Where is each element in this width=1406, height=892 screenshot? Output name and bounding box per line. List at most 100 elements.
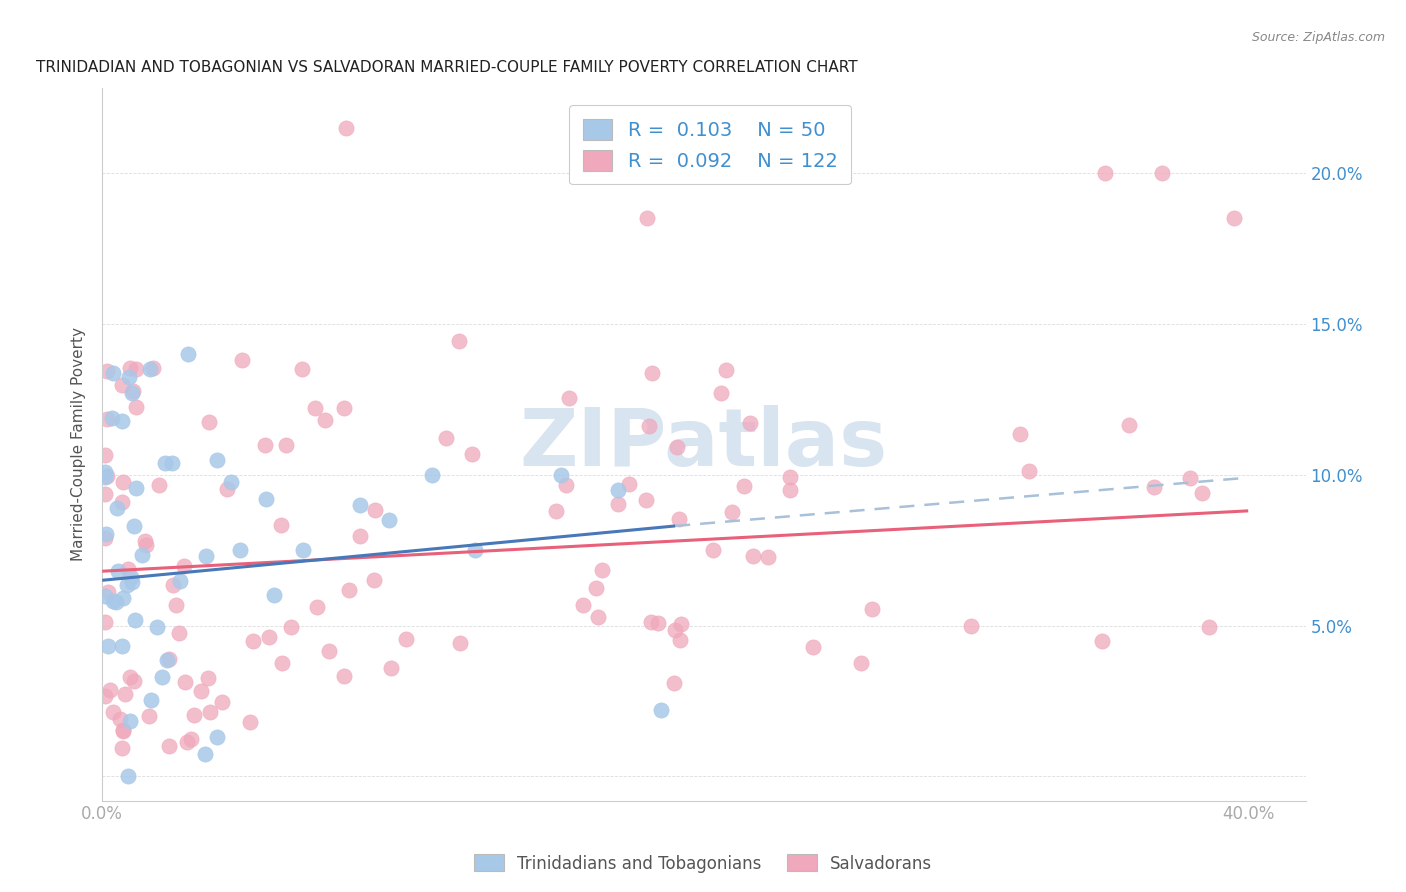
Legend: Trinidadians and Tobagonians, Salvadorans: Trinidadians and Tobagonians, Salvadoran…	[467, 847, 939, 880]
Point	[111, 723, 134, 738]
Point	[94, 448, 117, 462]
Point	[636, 211, 658, 225]
Point	[104, 595, 127, 609]
Point	[314, 412, 336, 426]
Point	[572, 598, 595, 612]
Point	[138, 361, 160, 376]
Point	[585, 581, 607, 595]
Point	[97, 639, 120, 653]
Point	[159, 739, 181, 753]
Point	[138, 709, 160, 723]
Point	[1091, 634, 1114, 648]
Point	[125, 362, 148, 376]
Point	[125, 481, 148, 495]
Point	[242, 633, 264, 648]
Point	[349, 498, 371, 512]
Point	[111, 414, 134, 428]
Point	[420, 467, 443, 482]
Point	[779, 470, 801, 484]
Point	[180, 732, 202, 747]
Point	[263, 588, 285, 602]
Point	[606, 497, 628, 511]
Point	[94, 486, 117, 500]
Point	[107, 564, 129, 578]
Point	[120, 714, 142, 728]
Legend: R =  0.103    N = 50, R =  0.092    N = 122: R = 0.103 N = 50, R = 0.092 N = 122	[569, 105, 851, 185]
Point	[120, 361, 142, 376]
Point	[1178, 471, 1201, 485]
Point	[94, 689, 117, 703]
Point	[720, 505, 742, 519]
Point	[198, 706, 221, 720]
Point	[121, 386, 143, 401]
Point	[447, 334, 470, 348]
Point	[544, 504, 567, 518]
Point	[98, 683, 121, 698]
Point	[650, 703, 672, 717]
Point	[434, 431, 457, 445]
Point	[738, 416, 761, 430]
Point	[664, 623, 686, 637]
Point	[1010, 427, 1032, 442]
Point	[169, 574, 191, 588]
Point	[97, 584, 120, 599]
Point	[231, 353, 253, 368]
Point	[176, 735, 198, 749]
Point	[259, 630, 281, 644]
Point	[304, 401, 326, 415]
Point	[94, 615, 117, 630]
Point	[94, 466, 117, 480]
Point	[146, 620, 169, 634]
Point	[94, 531, 117, 545]
Point	[124, 613, 146, 627]
Point	[1198, 620, 1220, 634]
Point	[617, 477, 640, 491]
Point	[115, 578, 138, 592]
Point	[640, 615, 662, 630]
Point	[139, 693, 162, 707]
Point	[153, 456, 176, 470]
Point	[668, 512, 690, 526]
Point	[190, 684, 212, 698]
Point	[162, 578, 184, 592]
Point	[461, 447, 484, 461]
Point	[156, 653, 179, 667]
Point	[229, 543, 252, 558]
Point	[349, 529, 371, 543]
Point	[174, 674, 197, 689]
Point	[714, 363, 737, 377]
Point	[666, 440, 689, 454]
Point	[177, 347, 200, 361]
Point	[669, 632, 692, 647]
Point	[197, 671, 219, 685]
Point	[449, 636, 471, 650]
Point	[94, 469, 117, 483]
Point	[148, 478, 170, 492]
Point	[253, 438, 276, 452]
Point	[96, 364, 118, 378]
Point	[733, 478, 755, 492]
Point	[254, 491, 277, 506]
Point	[215, 482, 238, 496]
Point	[280, 620, 302, 634]
Point	[219, 475, 242, 490]
Point	[849, 657, 872, 671]
Point	[333, 401, 356, 415]
Point	[122, 673, 145, 688]
Point	[380, 660, 402, 674]
Point	[1118, 418, 1140, 433]
Point	[108, 712, 131, 726]
Point	[111, 494, 134, 508]
Point	[363, 573, 385, 587]
Point	[112, 724, 135, 739]
Point	[555, 478, 578, 492]
Point	[167, 625, 190, 640]
Point	[638, 419, 661, 434]
Point	[641, 367, 664, 381]
Point	[124, 400, 146, 414]
Point	[142, 360, 165, 375]
Point	[120, 570, 142, 584]
Point	[121, 384, 143, 398]
Point	[291, 543, 314, 558]
Point	[101, 411, 124, 425]
